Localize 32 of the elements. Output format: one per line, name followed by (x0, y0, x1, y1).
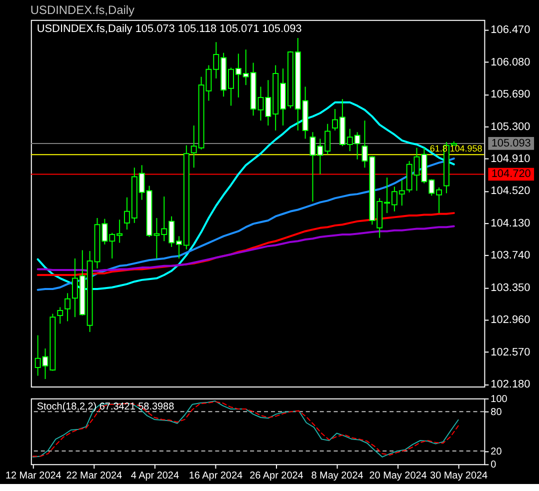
y-tick-label: 102.570 (490, 346, 530, 358)
y-tick-label: 103.350 (490, 282, 530, 294)
x-tick-label: 20 May 2024 (369, 470, 428, 482)
x-tick-label: 4 Apr 2024 (130, 470, 180, 482)
y-tick-label: 102.960 (490, 314, 530, 326)
line-series (36, 212, 455, 276)
candlestick (64, 292, 71, 322)
y-tick-label: 106.080 (490, 56, 530, 68)
ref-line-label: 105.093 (491, 137, 531, 150)
y-tick-label: 104.910 (490, 153, 530, 166)
y-tick-label: 106.470 (490, 24, 530, 36)
x-tick-label: 22 Mar 2024 (66, 470, 123, 482)
y-tick-label: 103.740 (490, 250, 530, 262)
y-tick-label: 104.130 (490, 217, 530, 230)
x-tick-label: 26 Apr 2024 (250, 470, 304, 482)
y-tick-label: 105.300 (490, 120, 530, 133)
y-tick-label: 80 (490, 407, 502, 418)
y-tick-label: 100 (490, 394, 508, 405)
x-tick-label: 8 May 2024 (311, 470, 364, 482)
chart-title: USDINDEX.fs,Daily (30, 2, 135, 17)
y-tick-label: 20 (490, 446, 502, 458)
y-tick-label: 104.520 (490, 185, 530, 198)
line-series (36, 225, 455, 272)
chart-subtitle: USDINDEX.fs,Daily 105.073 105.118 105.071 105.093 (36, 22, 302, 35)
y-tick-label: 102.180 (490, 378, 530, 390)
x-tick-label: 30 May 2024 (430, 470, 488, 482)
candlestick (57, 306, 64, 324)
x-tick-label: 12 Mar 2024 (5, 470, 62, 482)
y-tick-label: 105.690 (490, 88, 530, 101)
ref-line-label: 104.720 (491, 168, 531, 180)
x-tick-label: 16 Apr 2024 (188, 470, 244, 482)
y-tick-label: 0 (490, 460, 497, 471)
